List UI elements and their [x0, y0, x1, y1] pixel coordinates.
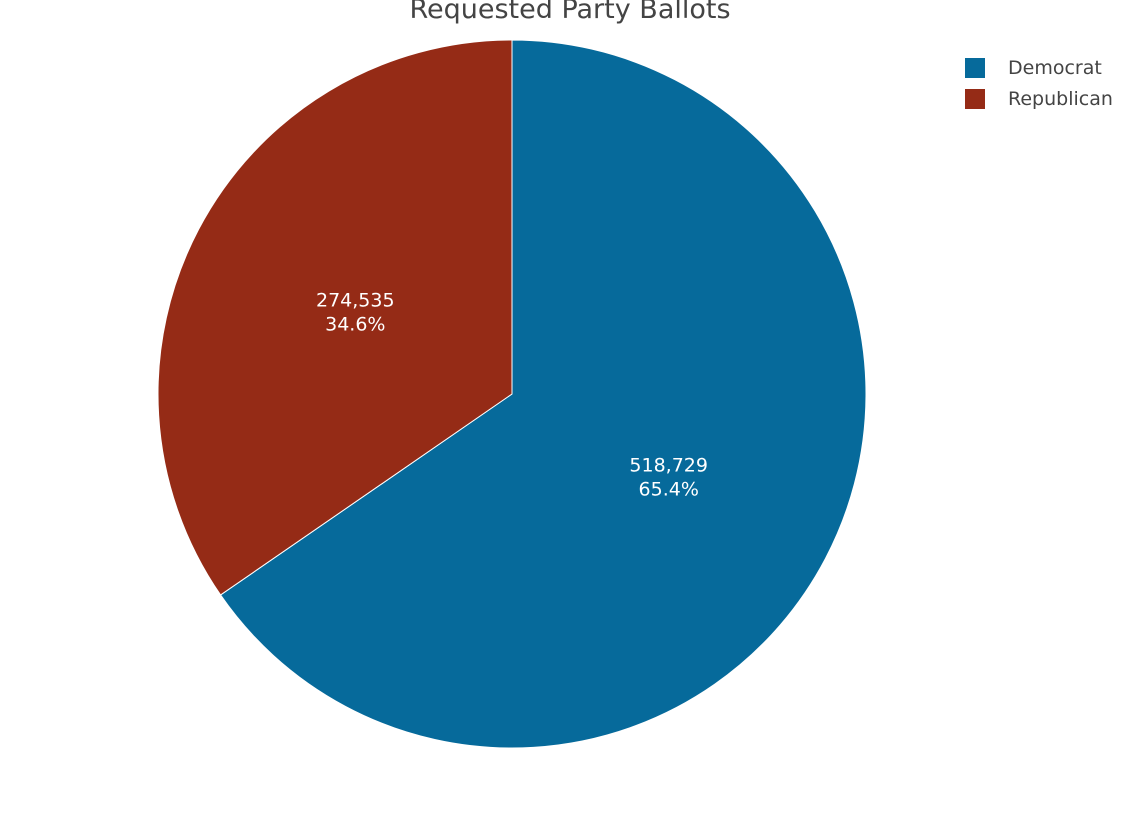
pie-slice-democrat[interactable]: [219, 39, 867, 749]
legend: Democrat Republican: [965, 52, 1113, 114]
legend-swatch-republican: [965, 88, 985, 109]
slice-value-label-republican: 274,535: [316, 290, 395, 312]
legend-label-republican: Republican: [1008, 87, 1113, 110]
slice-value-label-democrat: 518,729: [629, 454, 708, 476]
slice-percent-label-republican: 34.6%: [325, 314, 385, 336]
legend-swatch-democrat: [965, 57, 985, 78]
legend-item-democrat[interactable]: Democrat: [965, 52, 1113, 83]
legend-label-democrat: Democrat: [1008, 56, 1102, 79]
chart-title: Requested Party Ballots: [409, 0, 731, 25]
pie-slice-republican[interactable]: [157, 39, 513, 596]
slice-percent-label-democrat: 65.4%: [639, 478, 699, 500]
legend-item-republican[interactable]: Republican: [965, 83, 1113, 114]
